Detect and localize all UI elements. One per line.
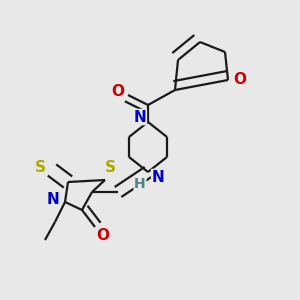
Text: N: N	[152, 169, 164, 184]
Text: O: O	[112, 85, 124, 100]
Text: N: N	[46, 191, 59, 206]
Text: O: O	[97, 227, 110, 242]
Text: S: S	[34, 160, 46, 175]
Text: N: N	[134, 110, 146, 124]
Text: O: O	[233, 73, 247, 88]
Text: S: S	[104, 160, 116, 175]
Text: H: H	[134, 177, 146, 191]
